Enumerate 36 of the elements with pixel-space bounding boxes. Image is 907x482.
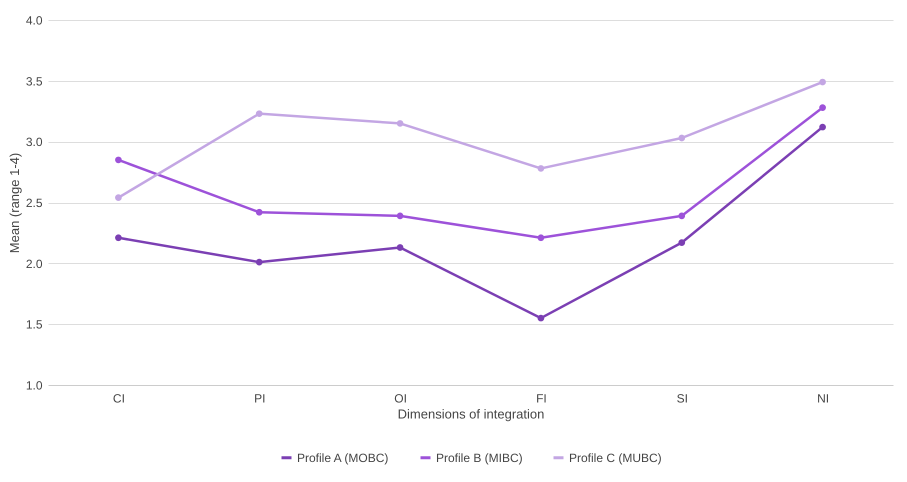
x-tick-label: CI — [112, 392, 125, 406]
y-tick-label: 4.0 — [26, 14, 43, 28]
x-tick-label: PI — [254, 392, 266, 406]
point — [538, 165, 544, 172]
y-tick-label: 3.5 — [26, 74, 43, 88]
point — [256, 258, 263, 266]
point — [819, 78, 826, 86]
x-tick-label: OI — [394, 392, 407, 406]
y-tick-label: 1.0 — [26, 378, 43, 392]
point — [396, 212, 404, 220]
point — [678, 134, 686, 142]
point — [678, 239, 686, 246]
point — [538, 234, 544, 242]
point — [538, 314, 544, 322]
point — [396, 120, 404, 127]
x-tick-label: NI — [817, 392, 830, 406]
point — [256, 208, 263, 216]
y-tick-label: 1.5 — [26, 318, 43, 332]
point — [819, 104, 826, 111]
y-tick-label: 2.0 — [26, 256, 43, 271]
point — [819, 124, 826, 130]
x-tick-label: FI — [536, 392, 547, 406]
x-axis-title: Dimensions of integration — [398, 406, 544, 422]
point — [115, 194, 122, 201]
y-axis-title: Mean (range 1-4) — [6, 152, 22, 254]
x-tick-label: SI — [676, 392, 688, 406]
point — [396, 244, 404, 251]
legend-label: Profile A (MOBC) — [297, 450, 388, 465]
point — [115, 234, 122, 242]
point — [678, 212, 686, 220]
point — [115, 156, 122, 164]
legend-label: Profile C (MUBC) — [569, 450, 662, 465]
point — [256, 110, 263, 118]
y-tick-label: 2.5 — [26, 196, 43, 210]
legend-label: Profile B (MIBC) — [436, 450, 523, 465]
y-tick-label: 3.0 — [26, 135, 43, 150]
